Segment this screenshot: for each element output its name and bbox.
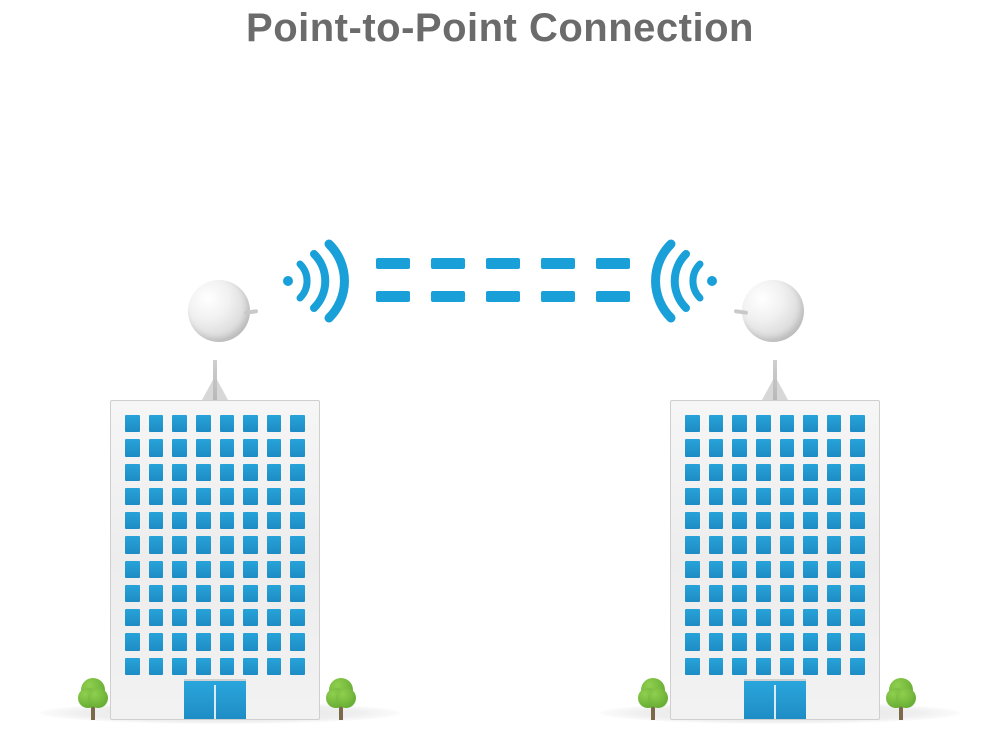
signal-waves-left-icon xyxy=(274,236,364,326)
dish-antenna-icon xyxy=(188,280,250,342)
tree-icon xyxy=(78,664,108,720)
building-windows xyxy=(125,415,305,675)
dish-antenna-icon xyxy=(742,280,804,342)
tree-icon xyxy=(326,664,356,720)
building-right xyxy=(670,400,880,720)
tree-icon xyxy=(638,664,668,720)
page-title: Point-to-Point Connection xyxy=(0,6,1000,51)
wireless-link-dashes xyxy=(376,258,630,302)
dash-row xyxy=(376,258,630,269)
dash-row xyxy=(376,291,630,302)
diagram-scene xyxy=(0,180,1000,740)
building-windows xyxy=(685,415,865,675)
building-door xyxy=(184,679,246,719)
building-left xyxy=(110,400,320,720)
building-door xyxy=(744,679,806,719)
signal-waves-right-icon xyxy=(636,236,726,326)
tree-icon xyxy=(886,664,916,720)
